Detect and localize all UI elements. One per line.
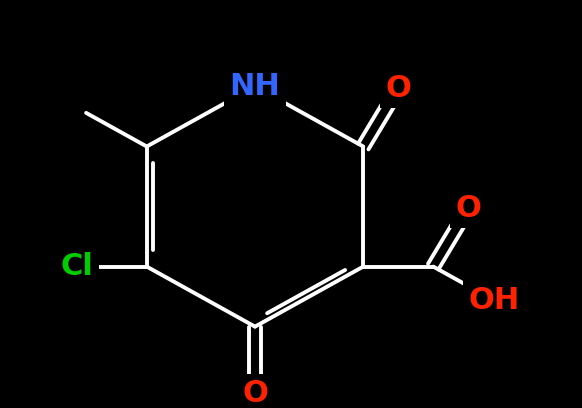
- Text: OH: OH: [469, 286, 520, 315]
- Text: NH: NH: [230, 72, 281, 101]
- Text: O: O: [242, 379, 268, 408]
- Text: O: O: [385, 74, 411, 103]
- Text: Cl: Cl: [61, 252, 93, 281]
- Text: O: O: [455, 194, 481, 223]
